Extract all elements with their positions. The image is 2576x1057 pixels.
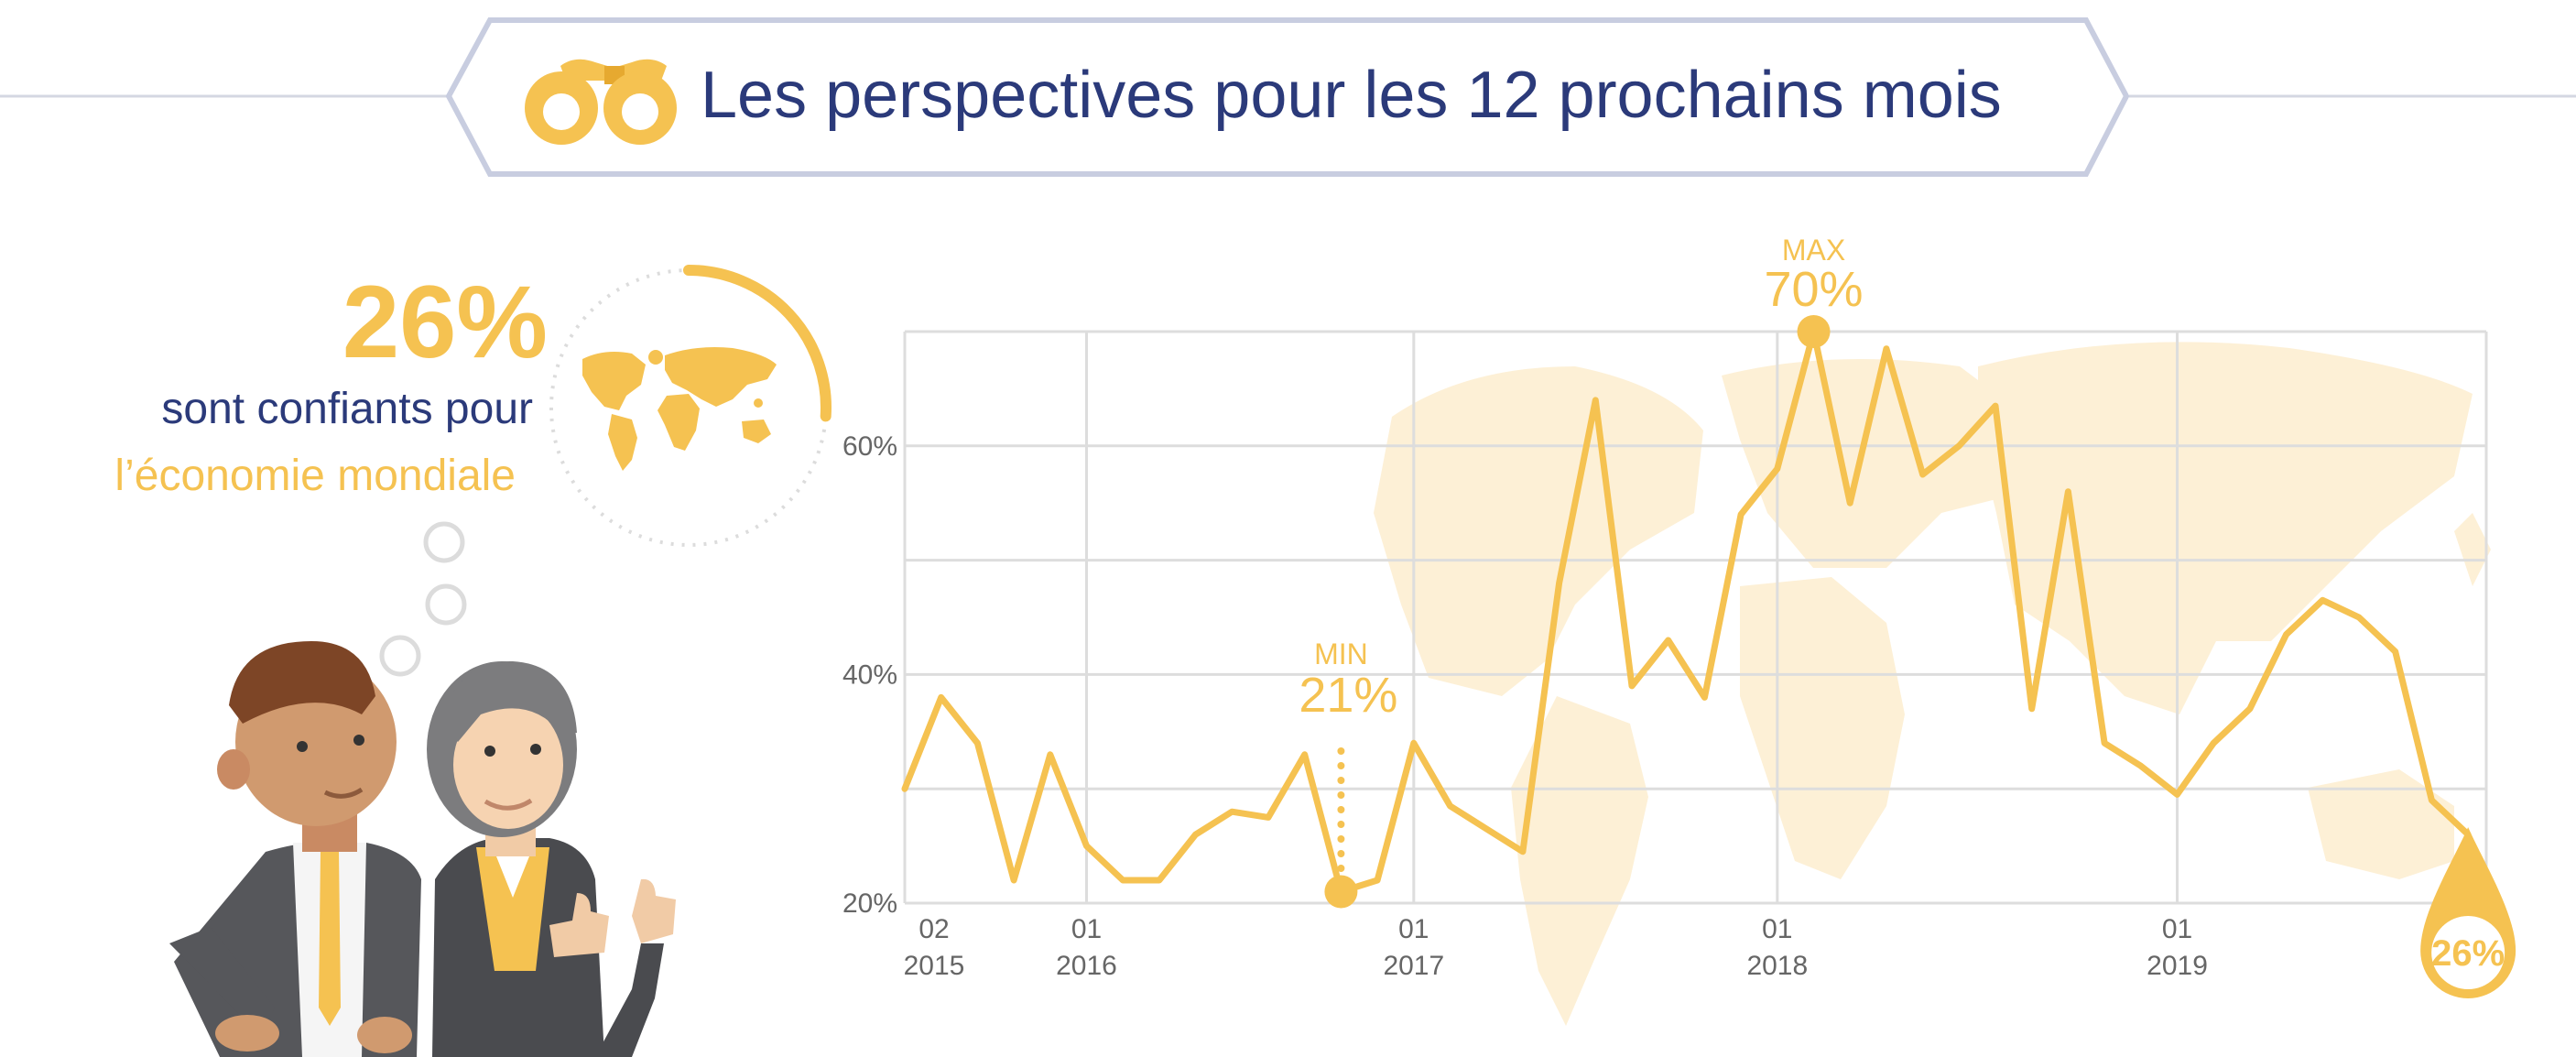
data-point xyxy=(1774,465,1781,473)
x-tick-year: 2019 xyxy=(2147,951,2208,981)
x-axis: 02 2015 01 2016 01 2017 01 2018 01 2019 xyxy=(904,914,2208,981)
y-tick-label: 40% xyxy=(842,659,897,690)
x-tick-month: 01 xyxy=(1762,914,1792,944)
stat-caption-line1: sont confiants pour xyxy=(161,385,533,433)
x-tick-year: 2016 xyxy=(1056,951,1117,981)
data-point xyxy=(938,693,945,701)
data-point xyxy=(1519,848,1527,855)
data-point xyxy=(1592,397,1599,404)
x-tick-year: 2017 xyxy=(1383,951,1444,981)
data-point xyxy=(1447,802,1454,810)
data-point xyxy=(1374,877,1381,884)
data-point xyxy=(1737,511,1745,518)
data-point xyxy=(1228,808,1235,815)
world-map-background xyxy=(1374,342,2491,1026)
header-banner: Les perspectives pour les 12 prochains m… xyxy=(0,17,2576,177)
data-point xyxy=(901,785,908,792)
y-tick-label: 60% xyxy=(842,431,897,462)
y-tick-label: 20% xyxy=(842,888,897,919)
data-point xyxy=(2283,631,2290,638)
x-tick-year: 2015 xyxy=(904,951,965,981)
x-tick-month: 02 xyxy=(918,914,949,944)
data-point xyxy=(1410,739,1418,746)
min-marker xyxy=(1324,875,1358,909)
data-point xyxy=(1483,825,1490,833)
final-value-disc xyxy=(2431,916,2505,989)
data-point xyxy=(1010,877,1017,884)
final-value-label: 26% xyxy=(2431,933,2505,974)
x-tick-year: 2018 xyxy=(1746,951,1808,981)
data-point xyxy=(1119,877,1126,884)
max-marker xyxy=(1797,315,1831,348)
max-value: 70% xyxy=(1764,262,1863,317)
progress-ring-arc xyxy=(683,265,831,422)
data-point xyxy=(1265,813,1272,821)
world-map-icon xyxy=(582,347,777,471)
max-label: MAX xyxy=(1782,234,1845,267)
data-point xyxy=(2392,648,2399,655)
header-frame xyxy=(445,17,2130,177)
data-point xyxy=(1047,751,1054,758)
data-point xyxy=(2246,705,2254,713)
data-point xyxy=(1556,580,1563,587)
data-point xyxy=(1955,442,1962,450)
min-value: 21% xyxy=(1299,668,1397,723)
y-axis: 20% 40% 60% xyxy=(842,431,897,919)
data-point xyxy=(1701,693,1708,701)
data-point xyxy=(1156,877,1163,884)
page-title: Les perspectives pour les 12 prochains m… xyxy=(701,59,2002,132)
series-line xyxy=(901,328,2472,895)
data-point xyxy=(2174,790,2181,798)
line-chart: 20% 40% 60% 02 2015 01 2016 01 2017 01 2018 01 2019… xyxy=(842,234,2516,1026)
data-point xyxy=(1919,471,1927,478)
chart-gridlines xyxy=(903,330,2488,905)
businesswoman-illustration xyxy=(427,660,676,1057)
stat-value: 26% xyxy=(342,265,548,379)
stat-caption-line2: l’économie mondiale xyxy=(114,452,516,500)
x-tick-month: 01 xyxy=(2162,914,2192,944)
data-point xyxy=(2428,797,2435,804)
min-label: MIN xyxy=(1314,637,1368,670)
data-point xyxy=(1846,499,1853,507)
binoculars-icon xyxy=(525,59,677,145)
data-point xyxy=(2101,739,2108,746)
data-point xyxy=(2210,739,2217,746)
stat-block: 26% sont confiants pour l’économie mondi… xyxy=(114,265,831,547)
x-tick-month: 01 xyxy=(1071,914,1102,944)
data-point xyxy=(2319,596,2326,604)
thought-bubbles xyxy=(379,521,467,677)
data-point xyxy=(1301,751,1309,758)
data-point xyxy=(2355,614,2363,621)
data-point xyxy=(1083,843,1091,850)
data-point xyxy=(2028,705,2036,713)
data-point xyxy=(2137,762,2145,769)
data-point xyxy=(1883,345,1890,353)
data-point xyxy=(2064,488,2071,496)
data-point xyxy=(1192,831,1200,838)
data-point xyxy=(1665,637,1672,644)
data-point xyxy=(973,739,981,746)
x-tick-month: 01 xyxy=(1398,914,1429,944)
data-point xyxy=(1628,682,1636,690)
businessman-illustration xyxy=(169,641,421,1057)
data-point xyxy=(1992,402,1999,409)
